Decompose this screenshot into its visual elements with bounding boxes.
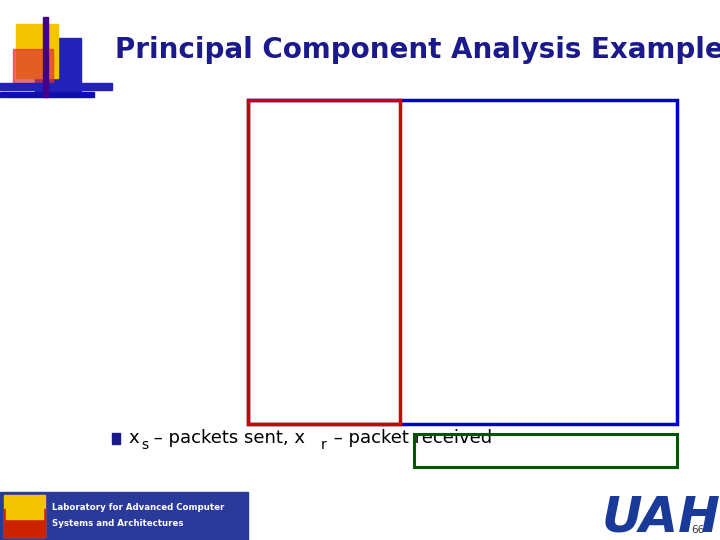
Bar bbox=[6, 499, 43, 519]
Bar bbox=[112, 433, 120, 444]
Bar bbox=[0, 92, 94, 97]
Text: Systems and Architectures: Systems and Architectures bbox=[52, 519, 184, 528]
Text: Laboratory for Advanced Computer: Laboratory for Advanced Computer bbox=[52, 503, 224, 512]
Bar bbox=[35, 38, 81, 94]
Text: x: x bbox=[128, 429, 139, 448]
Text: – packet received: – packet received bbox=[328, 429, 492, 448]
Bar bbox=[248, 100, 400, 424]
Text: r: r bbox=[321, 438, 327, 452]
Bar bbox=[0, 492, 248, 540]
Bar bbox=[13, 49, 53, 89]
Text: 66: 66 bbox=[691, 524, 704, 535]
Bar bbox=[43, 17, 48, 97]
Text: Principal Component Analysis Example: Principal Component Analysis Example bbox=[115, 36, 720, 64]
Text: – packets sent, x: – packets sent, x bbox=[148, 429, 305, 448]
Bar bbox=[248, 100, 677, 424]
Bar bbox=[0, 83, 112, 90]
Bar bbox=[4, 509, 45, 537]
Bar bbox=[4, 495, 45, 537]
Text: s: s bbox=[141, 438, 148, 452]
Bar bbox=[16, 24, 58, 78]
Text: UAH: UAH bbox=[601, 494, 720, 540]
Bar bbox=[414, 434, 677, 467]
